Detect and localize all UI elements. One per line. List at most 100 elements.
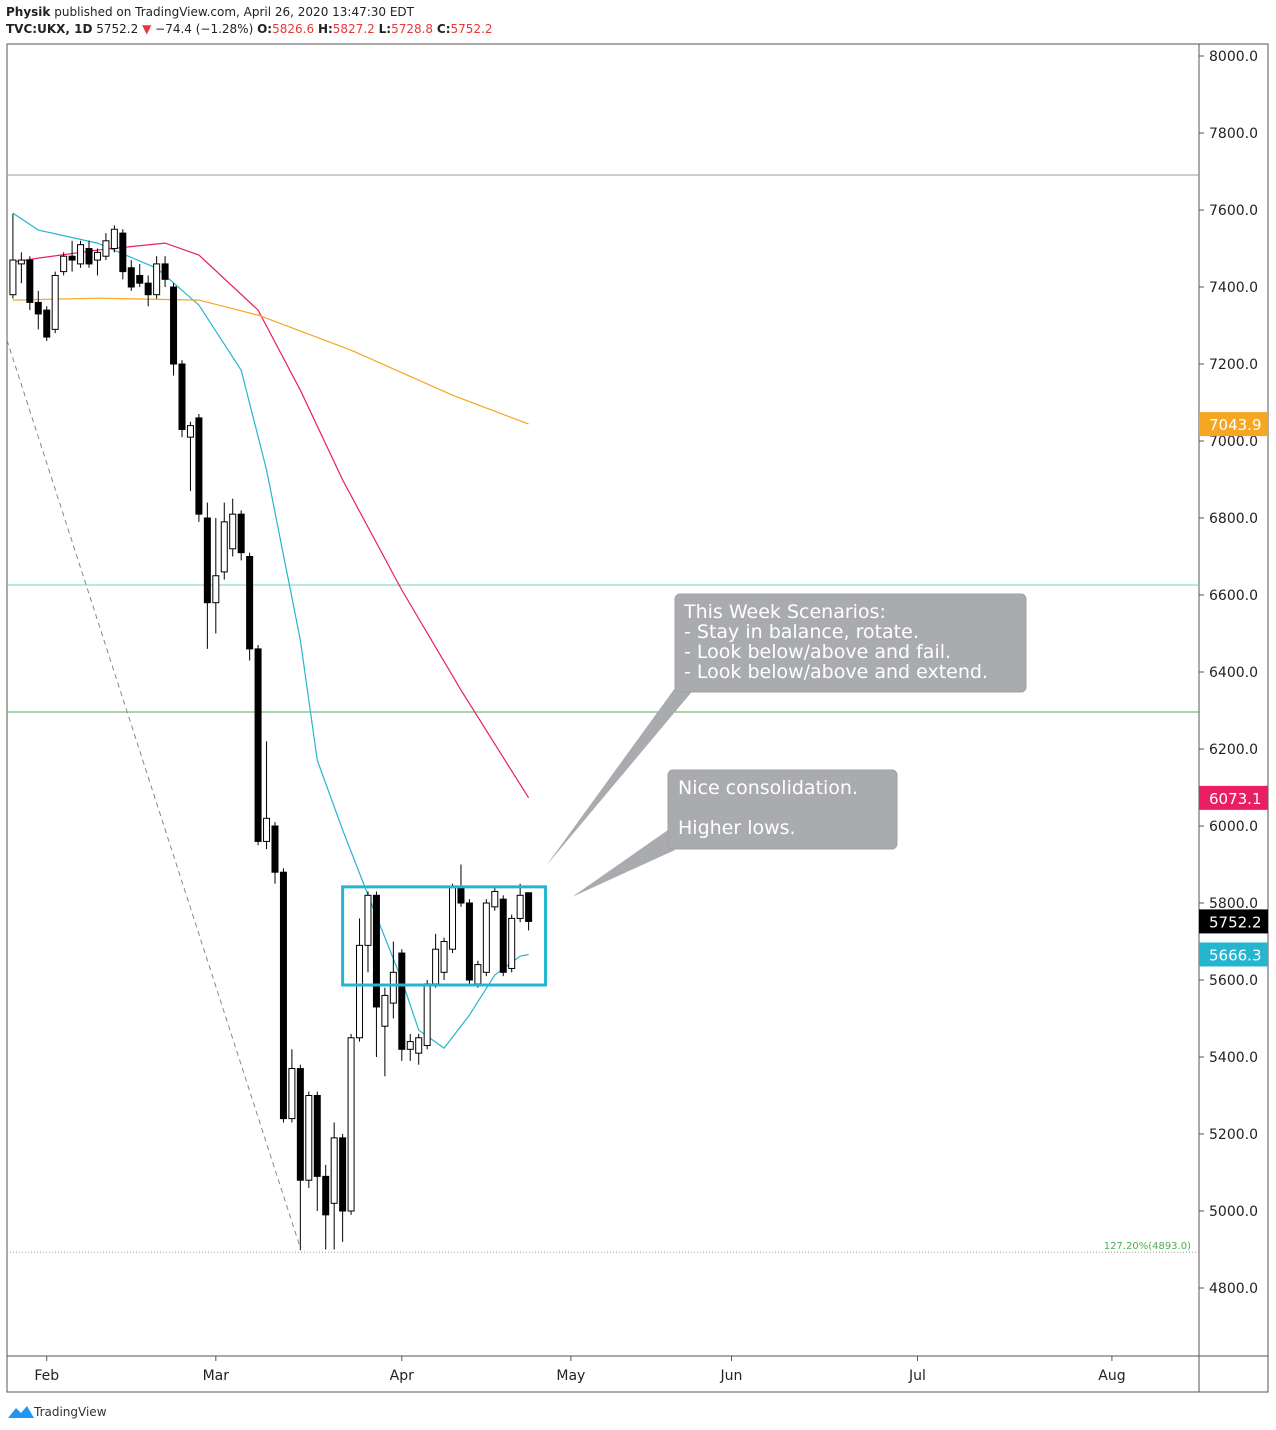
footer: TradingView [33,1405,107,1419]
x-tick-label: Apr [390,1368,414,1384]
callout-text: Higher lows. [678,817,796,839]
candle-body [415,1037,423,1054]
price-tag [1199,909,1268,934]
candle-body [406,1041,414,1050]
candle-body [127,267,135,288]
candle-body [68,255,76,261]
candle-body [356,944,364,1039]
candle-body [77,244,85,265]
candle-body [203,517,211,604]
callout-box [674,593,1027,693]
y-tick-label: 4800.0 [1209,1281,1258,1297]
y-tick-label: 7200.0 [1209,357,1258,373]
callout-box [667,769,898,850]
callout-text: - Look below/above and fail. [684,641,951,663]
candle-body [254,648,262,842]
candle-body [60,255,68,273]
candle-body [17,259,25,265]
candle-body [144,282,152,296]
moving-average [12,242,530,799]
candle-body [93,251,101,261]
candle-body [110,228,118,250]
candle-body [440,941,448,973]
candle-body [432,948,440,985]
header-line: Physik published on TradingView.com, Apr… [6,4,493,21]
candle-body [499,898,507,973]
arrow: ▼ [142,22,152,36]
candle-body [26,259,34,303]
candle-body [34,301,42,315]
price-tag [1199,942,1268,967]
candle-body [9,259,17,296]
y-tick-label: 6200.0 [1209,742,1258,758]
h-value: 5827.2 [332,22,375,36]
y-tick-label: 7600.0 [1209,203,1258,219]
callout-text: - Stay in balance, rotate. [684,621,919,643]
y-tick-label: 5800.0 [1209,896,1258,912]
y-tick-label: 6400.0 [1209,665,1258,681]
y-tick-label: 8000.0 [1209,49,1258,65]
symbol: TVC:UKX, 1D [6,22,93,36]
candle-body [153,263,161,296]
candle-body [516,894,524,919]
c-label: C: [436,22,451,36]
candle-body [220,521,228,573]
plot [7,174,1199,1253]
y-tick-label: 5400.0 [1209,1050,1258,1066]
y-tick-label: 7400.0 [1209,280,1258,296]
candle-body [465,902,473,981]
box [341,885,548,987]
candle-body [457,887,465,904]
candle-body [322,1175,330,1216]
candle-body [237,513,245,554]
x-tick-label: Mar [203,1368,230,1384]
price-tag-label: 5666.3 [1209,946,1262,964]
x-tick-label: May [556,1368,585,1384]
x-tick-label: Aug [1098,1368,1125,1384]
candle-body [423,983,431,1046]
candle-body [339,1137,347,1212]
candle-body [313,1095,321,1177]
annotations: This Week Scenarios: - Stay in balance, … [546,593,1027,897]
candle-body [51,274,59,330]
y-tick-label: 6600.0 [1209,588,1258,604]
candle-body [398,952,406,1050]
y-tick-label: 7800.0 [1209,126,1258,142]
candle-body [246,556,254,650]
candle-body [178,363,186,430]
x-tick-label: Jun [720,1368,743,1384]
o-label: O: [257,22,273,36]
candle-body [119,232,127,273]
h-label: H: [317,22,333,36]
candle-body [102,240,110,257]
price-tag [1199,785,1268,810]
candle-body [136,274,144,284]
y-tick-label: 5600.0 [1209,973,1258,989]
y-tick-label: 7000.0 [1209,434,1258,450]
candle-body [229,513,237,550]
candle-body [170,286,178,365]
candle-body [525,892,533,922]
header-line: TVC:UKX, 1D 5752.2 ▼ −74.4 (−1.28%) O:58… [6,21,493,38]
callout-text: This Week Scenarios: [683,601,886,623]
candle-body [364,894,372,946]
price-tag-label: 7043.9 [1209,416,1262,434]
level-label: 127.20%(4893.0) [1104,1241,1191,1252]
candle-body [263,817,271,842]
author: Physik [6,5,51,19]
logo [8,1406,34,1418]
price-tag-label: 6073.1 [1209,790,1262,808]
frame [6,43,1269,1393]
candle-body [271,825,279,873]
candle-body [381,994,389,1027]
l-label: L: [378,22,392,36]
candle-body [482,902,490,973]
callout-pointer [546,688,695,866]
callout-text: - Look below/above and extend. [684,661,988,683]
candle-body [186,425,194,438]
candle-body [305,1095,313,1181]
candle-body [85,248,93,265]
c-value: 5752.2 [450,22,493,36]
last-price: 5752.2 [96,22,139,36]
